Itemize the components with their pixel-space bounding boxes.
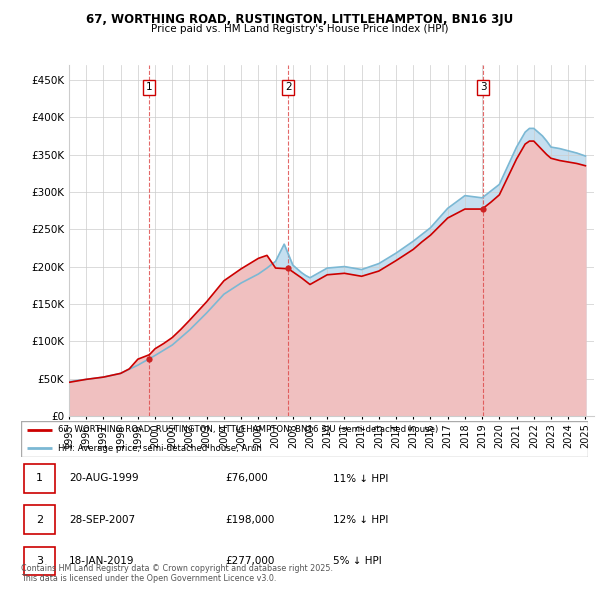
Text: 28-SEP-2007: 28-SEP-2007 xyxy=(69,515,136,525)
Text: 12% ↓ HPI: 12% ↓ HPI xyxy=(333,515,388,525)
Text: 67, WORTHING ROAD, RUSTINGTON, LITTLEHAMPTON, BN16 3JU: 67, WORTHING ROAD, RUSTINGTON, LITTLEHAM… xyxy=(86,13,514,26)
Text: Price paid vs. HM Land Registry's House Price Index (HPI): Price paid vs. HM Land Registry's House … xyxy=(151,24,449,34)
Text: 2: 2 xyxy=(285,83,292,92)
Text: 3: 3 xyxy=(36,556,43,566)
Text: 11% ↓ HPI: 11% ↓ HPI xyxy=(333,474,388,483)
Text: 20-AUG-1999: 20-AUG-1999 xyxy=(69,474,139,483)
Text: 67, WORTHING ROAD, RUSTINGTON, LITTLEHAMPTON, BN16 3JU (semi-detached house): 67, WORTHING ROAD, RUSTINGTON, LITTLEHAM… xyxy=(58,425,438,434)
Text: 5% ↓ HPI: 5% ↓ HPI xyxy=(333,556,382,566)
Text: 3: 3 xyxy=(479,83,486,92)
Text: £277,000: £277,000 xyxy=(225,556,274,566)
FancyBboxPatch shape xyxy=(24,464,55,493)
FancyBboxPatch shape xyxy=(24,506,55,534)
Text: £76,000: £76,000 xyxy=(225,474,268,483)
Text: 1: 1 xyxy=(145,83,152,92)
Text: 18-JAN-2019: 18-JAN-2019 xyxy=(69,556,134,566)
FancyBboxPatch shape xyxy=(24,547,55,575)
Text: 1: 1 xyxy=(36,474,43,483)
Text: £198,000: £198,000 xyxy=(225,515,274,525)
Text: 2: 2 xyxy=(36,515,43,525)
Text: HPI: Average price, semi-detached house, Arun: HPI: Average price, semi-detached house,… xyxy=(58,444,262,453)
Text: Contains HM Land Registry data © Crown copyright and database right 2025.
This d: Contains HM Land Registry data © Crown c… xyxy=(21,563,333,583)
